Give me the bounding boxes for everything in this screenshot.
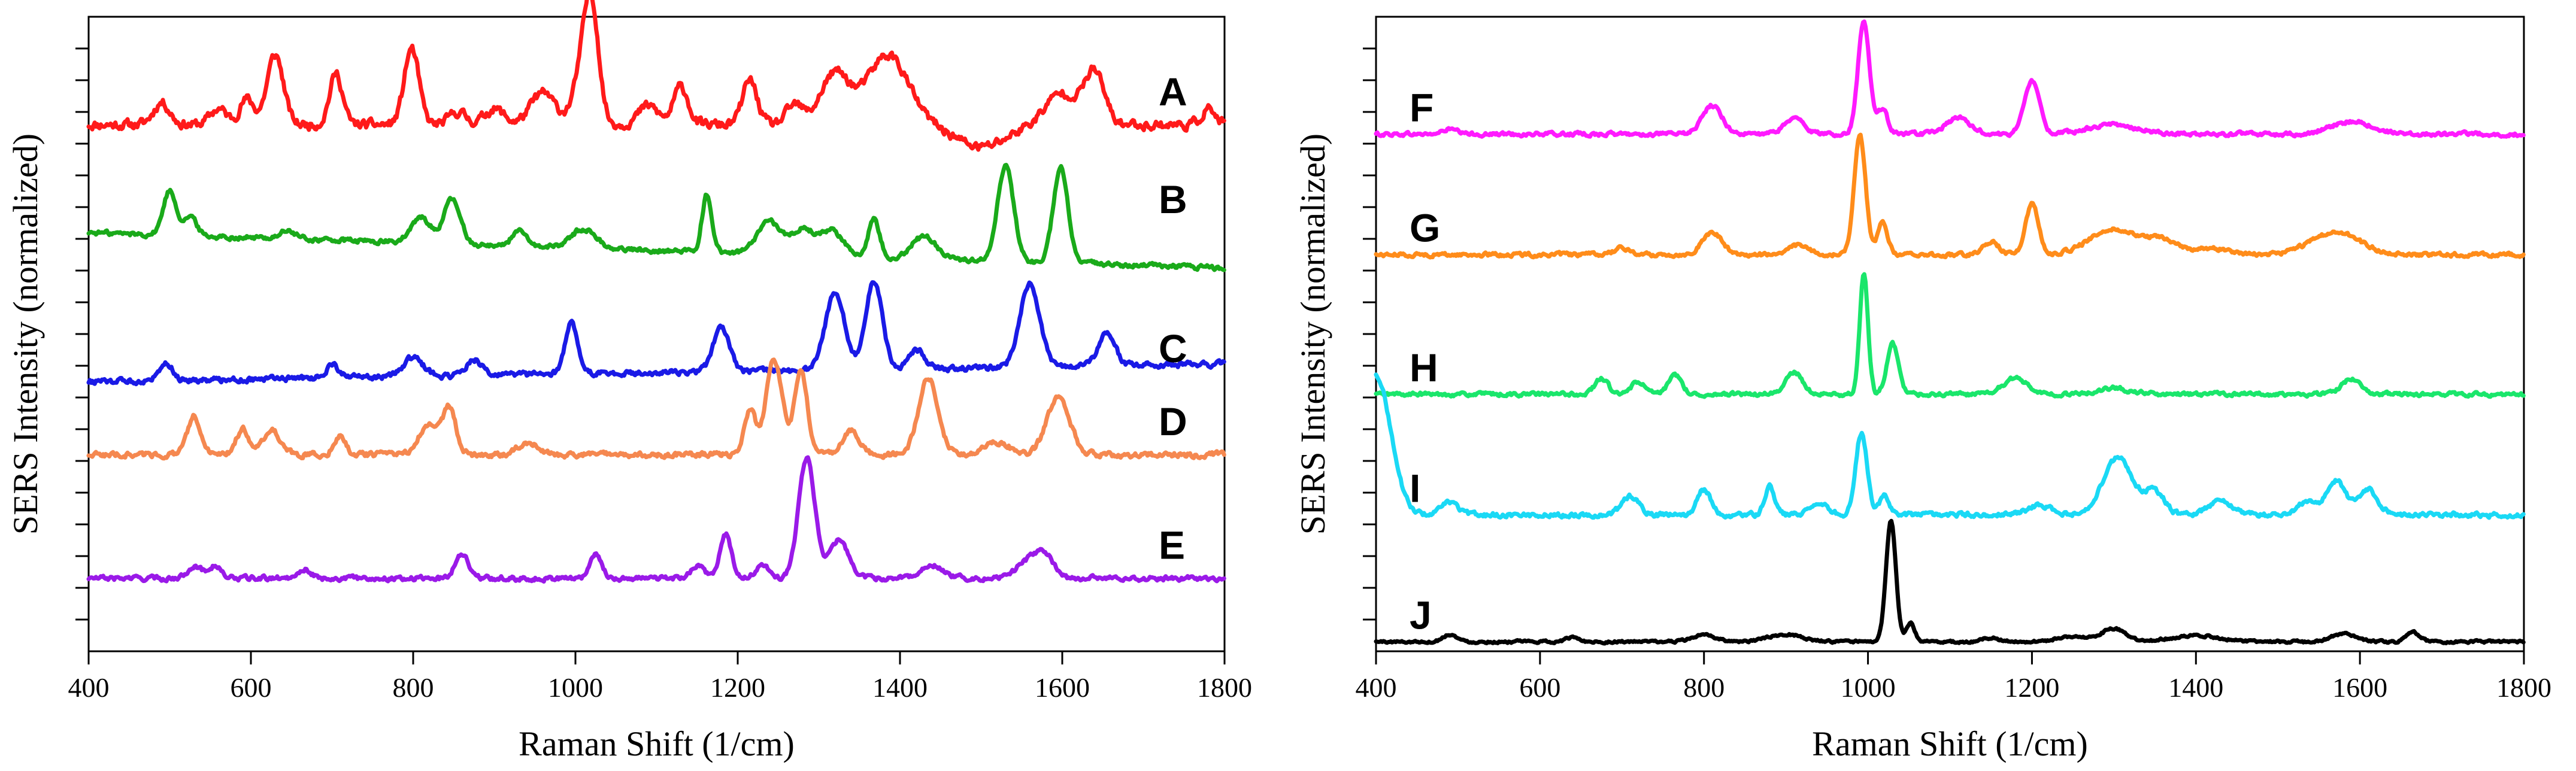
series-line-F bbox=[1374, 19, 2526, 139]
series-line-B bbox=[86, 163, 1226, 272]
plot-frame bbox=[1375, 16, 2525, 652]
series-line-I bbox=[1374, 372, 2526, 520]
x-tick-label: 1800 bbox=[1197, 672, 1252, 703]
x-axis-label: Raman Shift (1/cm) bbox=[519, 724, 795, 763]
x-axis-label: Raman Shift (1/cm) bbox=[1812, 724, 2088, 763]
series-label-A: A bbox=[1159, 69, 1187, 114]
left-panel: 400 600 800 1000 1200 1400 1600 1800 Raman Shift… bbox=[6, 0, 1252, 763]
series-line-A bbox=[86, 0, 1226, 152]
series-line-D bbox=[86, 357, 1226, 461]
series-label-F: F bbox=[1410, 85, 1434, 129]
x-tick-label: 600 bbox=[1519, 672, 1560, 703]
series-line-E bbox=[86, 455, 1226, 584]
x-tick-label: 1000 bbox=[548, 672, 603, 703]
x-tick-label: 1400 bbox=[2168, 672, 2223, 703]
series-line-H bbox=[1374, 272, 2526, 399]
series-label-G: G bbox=[1410, 206, 1440, 250]
series-label-C: C bbox=[1159, 326, 1187, 371]
x-tick-label: 1400 bbox=[872, 672, 928, 703]
series-line-G bbox=[1374, 132, 2526, 260]
x-tick-label: 1600 bbox=[2332, 672, 2387, 703]
x-tick-label: 400 bbox=[1356, 672, 1397, 703]
series-line-J bbox=[1374, 518, 2526, 646]
x-tick-label: 1600 bbox=[1035, 672, 1090, 703]
series-label-E: E bbox=[1159, 523, 1185, 567]
x-tick-label: 600 bbox=[231, 672, 272, 703]
series-line-C bbox=[86, 280, 1226, 387]
y-axis-label: SERS Intensity (normalized) bbox=[1293, 133, 1332, 535]
series-label-J: J bbox=[1410, 593, 1432, 637]
right-panel: 400 600 800 1000 1200 1400 1600 1800 Raman Shift… bbox=[1293, 16, 2551, 763]
y-axis-label: SERS Intensity (normalized) bbox=[6, 133, 45, 535]
series-label-H: H bbox=[1410, 345, 1438, 390]
x-tick-label: 400 bbox=[68, 672, 110, 703]
x-tick-label: 800 bbox=[1683, 672, 1725, 703]
x-tick-label: 1800 bbox=[2496, 672, 2551, 703]
series-label-I: I bbox=[1410, 466, 1420, 510]
x-tick-label: 800 bbox=[393, 672, 434, 703]
x-tick-label: 1000 bbox=[1841, 672, 1896, 703]
series-label-D: D bbox=[1159, 399, 1187, 444]
series-label-B: B bbox=[1159, 177, 1187, 221]
x-tick-label: 1200 bbox=[2004, 672, 2059, 703]
x-tick-label: 1200 bbox=[710, 672, 765, 703]
